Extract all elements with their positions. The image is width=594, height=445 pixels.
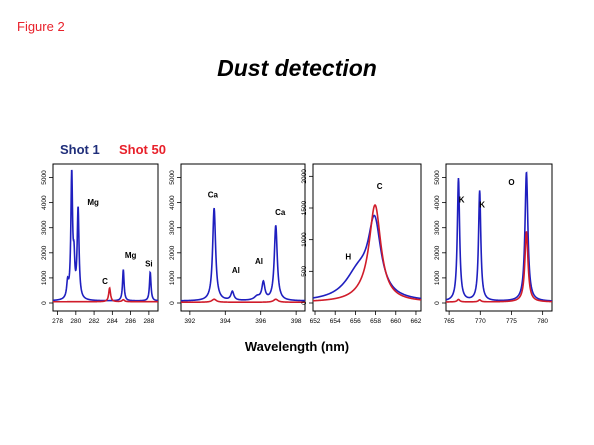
- legend-shot50: Shot 50: [119, 142, 166, 157]
- legend-shot1: Shot 1: [60, 142, 100, 157]
- series-line-shot1: [181, 207, 305, 302]
- y-tick-label: 0: [41, 301, 48, 305]
- y-tick-label: 3000: [434, 220, 441, 235]
- x-tick-label: 656: [350, 318, 361, 325]
- x-tick-label: 394: [220, 318, 231, 325]
- peak-annotation: Mg: [125, 251, 137, 260]
- x-tick-label: 398: [291, 318, 302, 325]
- x-tick-label: 392: [184, 318, 195, 325]
- series-line-shot1: [445, 171, 553, 302]
- x-tick-label: 662: [411, 318, 422, 325]
- chart-title: Dust detection: [217, 55, 377, 81]
- peak-annotation: Mg: [87, 198, 99, 207]
- panel-frame-4: [445, 163, 553, 312]
- x-tick-label: 282: [89, 318, 100, 325]
- y-tick-label: 3000: [169, 220, 176, 235]
- x-tick-label: 770: [475, 318, 486, 325]
- peak-annotation: Ca: [208, 191, 219, 200]
- y-tick-label: 1000: [41, 270, 48, 285]
- x-tick-label: 765: [444, 318, 455, 325]
- series-line-shot50: [53, 286, 159, 303]
- peak-annotation: C: [102, 277, 108, 286]
- y-tick-label: 4000: [169, 195, 176, 210]
- x-tick-label: 280: [70, 318, 81, 325]
- x-tick-label: 775: [506, 318, 517, 325]
- y-tick-label: 1500: [301, 200, 308, 215]
- y-tick-label: 1000: [169, 270, 176, 285]
- x-tick-label: 286: [125, 318, 136, 325]
- peak-annotation: Al: [255, 257, 263, 266]
- panel-frame-1: [52, 163, 159, 312]
- y-tick-label: 5000: [434, 170, 441, 185]
- y-tick-label: 4000: [434, 195, 441, 210]
- figure-label: Figure 2: [17, 19, 65, 34]
- peak-annotation: C: [377, 182, 383, 191]
- series-line-shot50: [181, 298, 305, 304]
- y-tick-label: 2000: [169, 245, 176, 260]
- peak-annotation: Ca: [275, 208, 286, 217]
- y-tick-label: 2000: [41, 245, 48, 260]
- x-tick-label: 396: [255, 318, 266, 325]
- x-tick-label: 660: [390, 318, 401, 325]
- y-tick-label: 2000: [434, 245, 441, 260]
- series-line-shot50: [445, 230, 553, 303]
- peak-annotation: Si: [145, 260, 153, 269]
- y-tick-label: 0: [434, 301, 441, 305]
- x-tick-label: 654: [330, 318, 341, 325]
- y-tick-label: 0: [301, 301, 308, 305]
- x-tick-label: 284: [107, 318, 118, 325]
- peak-annotation: H: [345, 252, 351, 261]
- y-tick-label: 4000: [41, 195, 48, 210]
- y-tick-label: 1000: [301, 232, 308, 247]
- y-tick-label: 5000: [169, 170, 176, 185]
- x-tick-label: 780: [537, 318, 548, 325]
- y-tick-label: 500: [301, 266, 308, 277]
- peak-annotation: K: [459, 196, 465, 205]
- peak-annotation: K: [479, 201, 485, 210]
- panel-frame-3: [312, 163, 422, 312]
- series-line-shot1: [312, 214, 422, 300]
- x-tick-label: 658: [370, 318, 381, 325]
- x-axis-label: Wavelength (nm): [244, 339, 350, 354]
- y-tick-label: 1000: [434, 270, 441, 285]
- x-tick-label: 278: [52, 318, 63, 325]
- y-tick-label: 2000: [301, 169, 308, 184]
- x-tick-label: 652: [310, 318, 321, 325]
- peak-annotation: O: [508, 178, 514, 187]
- y-tick-label: 0: [169, 301, 176, 305]
- y-tick-label: 5000: [41, 170, 48, 185]
- panel-frame-2: [180, 163, 306, 312]
- x-tick-label: 288: [143, 318, 154, 325]
- peak-annotation: Al: [232, 266, 240, 275]
- y-tick-label: 3000: [41, 220, 48, 235]
- series-line-shot50: [312, 204, 422, 302]
